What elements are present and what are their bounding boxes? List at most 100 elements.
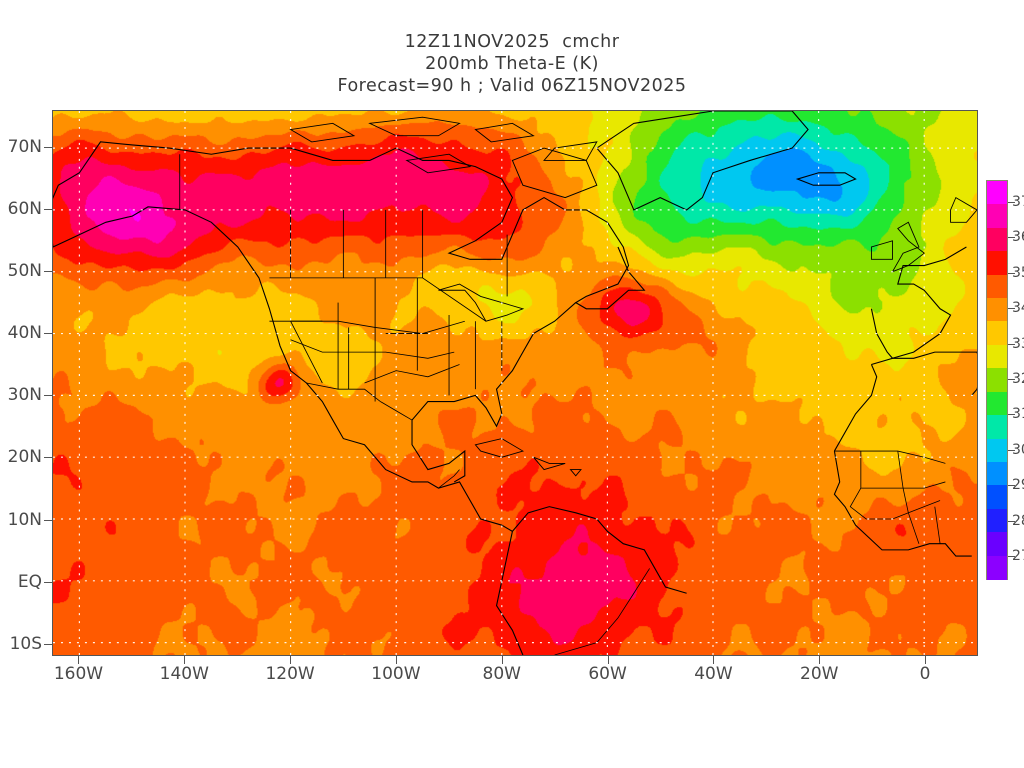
y-axis-tick [44,457,52,459]
x-axis-tick [713,656,715,664]
coastline [833,364,878,452]
colorbar-band [987,204,1007,229]
coastline [950,196,977,223]
colorbar-band [987,461,1007,486]
coastline [411,302,577,483]
coastline [554,568,650,655]
x-axis-tick [78,656,80,664]
y-axis-tick [44,643,52,645]
colorbar-label-345: 345 [1012,300,1024,317]
coastline [891,221,925,273]
x-axis-label-100w: 100W [371,664,421,684]
x-axis-label-160w: 160W [53,664,104,684]
y-axis-label-50n: 50N [7,261,42,282]
y-axis-tick [44,581,52,583]
map-plot-area[interactable] [52,110,978,656]
colorbar-band [987,251,1007,276]
colorbar-band [987,532,1007,557]
y-axis-label-40n: 40N [7,323,42,344]
coastline [511,147,598,199]
colorbar-label-276: 276 [1012,548,1024,564]
colorbar-tick [1008,485,1015,487]
coastline [368,116,461,137]
x-axis-tick [184,656,186,664]
x-axis-label-120w: 120W [265,664,315,684]
coastline [438,283,525,322]
colorbar-band [987,368,1007,393]
coastline [871,351,977,396]
y-axis-tick [44,209,52,211]
coastline [474,122,535,143]
colorbar-band [987,321,1007,346]
y-axis-tick [44,519,52,521]
coastline-overlay [53,111,977,655]
colorbar-label-327: 327 [1012,371,1024,387]
colorbar-label-306: 306 [1012,441,1024,458]
colorbar-label-297: 297 [1012,477,1024,494]
colorbar-band [987,438,1007,463]
y-axis-label-10n: 10N [7,509,42,530]
y-axis-label-eq: EQ [17,571,42,592]
y-axis-tick [44,147,52,149]
coastline [405,153,472,174]
coastline [364,364,460,384]
title-line-variable: 200mb Theta-E (K) [425,54,599,74]
x-axis-label-60w: 60W [588,664,627,684]
colorbar-band [987,227,1007,252]
colorbar-label-288: 288 [1012,512,1024,529]
x-axis-label-80w: 80W [482,664,521,684]
colorbar-tick [1008,556,1015,557]
coastline [438,469,460,489]
coastline [833,450,972,557]
y-axis-tick [44,395,52,397]
colorbar[interactable] [986,180,1008,580]
title-line-model: 12Z11NOV2025 cmchr [404,32,620,52]
chart-title-block: 12Z11NOV2025 cmchr 200mb Theta-E (K) For… [0,31,1024,97]
y-axis-tick [44,333,52,335]
coastline [53,141,291,247]
x-axis-tick [290,656,292,664]
coastline [569,469,582,477]
colorbar-tick [1008,237,1015,239]
x-axis-tick [925,656,927,664]
y-axis-label-60n: 60N [7,199,42,220]
x-axis-tick [607,656,609,664]
colorbar-tick [1008,308,1015,310]
x-axis-tick [395,656,397,664]
colorbar-tick [1008,272,1015,274]
x-axis-tick [819,656,821,664]
coastline [870,246,967,359]
colorbar-tick [1008,343,1015,345]
coastline [897,450,920,544]
x-axis-label-40w: 40W [694,664,733,684]
colorbar-band [987,181,1007,205]
colorbar-tick [1008,449,1015,451]
colorbar-tick [1008,202,1015,203]
theta-e-field [53,111,977,655]
colorbar-band [987,391,1007,416]
coastline [849,487,941,520]
colorbar-label-315: 315 [1012,406,1024,423]
coastline [934,506,941,544]
y-axis-label-10s: 10S [9,633,42,654]
coastline [474,438,524,458]
colorbar-label-336: 336 [1012,335,1024,352]
x-axis-label-0: 0 [919,664,931,684]
colorbar-tick [1008,520,1015,522]
colorbar-label-366: 366 [1012,229,1024,246]
title-line-forecast: Forecast=90 h ; Valid 06Z15NOV2025 [337,76,687,96]
y-axis-label-70n: 70N [7,137,42,158]
coastline [290,339,455,359]
colorbar-tick [1008,379,1015,380]
coastline [290,321,323,384]
colorbar-band [987,274,1007,299]
colorbar-band [987,508,1007,533]
y-axis-label-30n: 30N [7,385,42,406]
x-axis-label-140w: 140W [159,664,209,684]
coastline [870,240,893,260]
colorbar-band [987,298,1007,323]
colorbar-band [987,485,1007,510]
coastline [495,531,524,655]
coastline [290,147,608,260]
colorbar-label-375: 375 [1012,194,1024,210]
